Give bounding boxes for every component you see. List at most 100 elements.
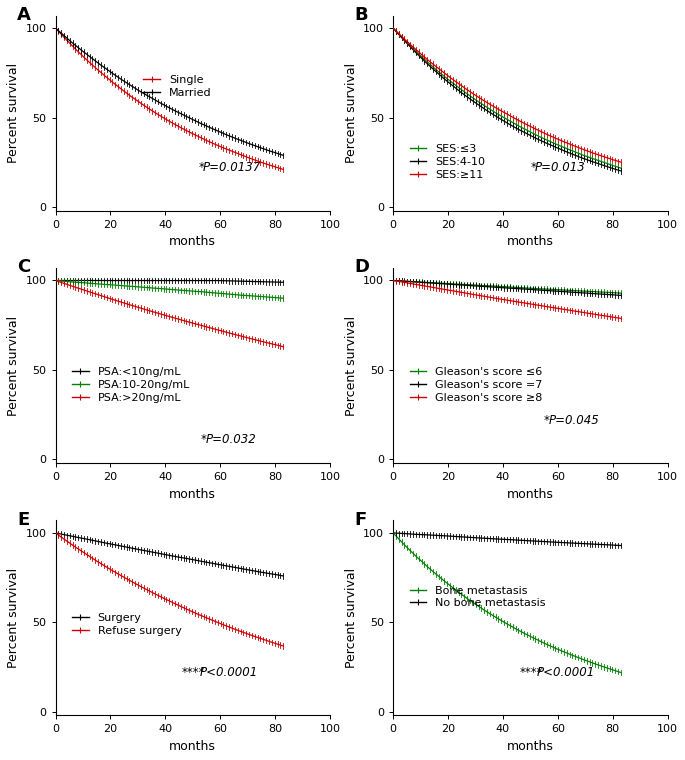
- Legend: Surgery, Refuse surgery: Surgery, Refuse surgery: [72, 613, 182, 636]
- Gleason's score ≥8: [432, 283, 440, 293]
- Married: [51, 24, 60, 33]
- Gleason's score =7: [597, 290, 606, 299]
- Single: [65, 38, 73, 47]
- Refuse surgery: [279, 641, 288, 651]
- Text: P=0.045: P=0.045: [549, 413, 599, 426]
- SES:≥11: [597, 151, 606, 160]
- SES:4-10: [432, 67, 440, 76]
- SES:≥11: [450, 76, 458, 85]
- SES:≤3: [450, 80, 458, 89]
- SES:4-10: [389, 24, 397, 33]
- X-axis label: months: months: [169, 740, 216, 753]
- Legend: Gleason's score ≤6, Gleason's score =7, Gleason's score ≥8: Gleason's score ≤6, Gleason's score =7, …: [410, 367, 543, 403]
- Y-axis label: Percent survival: Percent survival: [7, 63, 20, 163]
- Bone metastasis: [389, 528, 397, 537]
- Line: Surgery: Surgery: [55, 533, 284, 576]
- X-axis label: months: months: [507, 236, 553, 249]
- PSA:>20ng/mL: [65, 280, 73, 290]
- SES:≥11: [389, 24, 397, 33]
- Text: E: E: [17, 511, 29, 529]
- SES:≥11: [616, 157, 625, 166]
- Surgery: [112, 540, 121, 549]
- Gleason's score ≥8: [403, 278, 411, 287]
- Text: F: F: [355, 511, 367, 529]
- PSA:>20ng/mL: [94, 290, 102, 299]
- Gleason's score ≥8: [597, 311, 606, 320]
- Line: PSA:<10ng/mL: PSA:<10ng/mL: [55, 280, 284, 282]
- Gleason's score =7: [450, 280, 458, 290]
- Line: Single: Single: [55, 28, 284, 169]
- SES:≥11: [398, 33, 406, 42]
- Refuse surgery: [112, 568, 121, 578]
- Single: [260, 159, 268, 168]
- Line: No bone metastasis: No bone metastasis: [393, 533, 621, 546]
- Text: C: C: [17, 258, 30, 276]
- Text: *: *: [201, 433, 207, 446]
- SES:4-10: [597, 160, 606, 169]
- X-axis label: months: months: [169, 488, 216, 501]
- Text: P=0.013: P=0.013: [535, 161, 586, 174]
- Line: Married: Married: [55, 28, 284, 155]
- Y-axis label: Percent survival: Percent survival: [345, 568, 358, 668]
- PSA:10-20ng/mL: [268, 293, 276, 302]
- X-axis label: months: months: [507, 740, 553, 753]
- Line: SES:≥11: SES:≥11: [393, 28, 621, 162]
- Bone metastasis: [403, 543, 411, 552]
- Gleason's score =7: [389, 276, 397, 285]
- PSA:10-20ng/mL: [112, 280, 121, 290]
- No bone metastasis: [616, 541, 625, 550]
- PSA:<10ng/mL: [51, 276, 60, 285]
- Refuse surgery: [260, 635, 268, 644]
- Line: Gleason's score ≥8: Gleason's score ≥8: [393, 280, 621, 318]
- PSA:<10ng/mL: [260, 277, 268, 287]
- Married: [60, 32, 68, 41]
- PSA:>20ng/mL: [60, 279, 68, 288]
- Surgery: [51, 528, 60, 537]
- Line: Bone metastasis: Bone metastasis: [393, 533, 621, 673]
- No bone metastasis: [597, 540, 606, 549]
- Surgery: [65, 531, 73, 540]
- Text: ****: ****: [182, 666, 206, 679]
- Surgery: [279, 572, 288, 581]
- SES:≤3: [606, 160, 614, 169]
- PSA:<10ng/mL: [268, 277, 276, 287]
- Line: Refuse surgery: Refuse surgery: [55, 533, 284, 646]
- Line: PSA:10-20ng/mL: PSA:10-20ng/mL: [55, 280, 284, 298]
- PSA:10-20ng/mL: [260, 292, 268, 301]
- PSA:>20ng/mL: [279, 342, 288, 351]
- Legend: Single, Married: Single, Married: [143, 74, 212, 98]
- No bone metastasis: [389, 528, 397, 537]
- Single: [279, 165, 288, 174]
- PSA:10-20ng/mL: [65, 277, 73, 287]
- Single: [94, 65, 102, 74]
- PSA:10-20ng/mL: [279, 293, 288, 302]
- Single: [112, 81, 121, 90]
- Text: P<0.0001: P<0.0001: [537, 666, 595, 679]
- Surgery: [260, 568, 268, 577]
- PSA:>20ng/mL: [51, 276, 60, 285]
- Married: [268, 147, 276, 157]
- Text: D: D: [355, 258, 370, 276]
- Gleason's score ≥8: [606, 312, 614, 321]
- PSA:<10ng/mL: [112, 276, 121, 285]
- PSA:<10ng/mL: [65, 276, 73, 285]
- Gleason's score =7: [432, 279, 440, 288]
- Married: [94, 59, 102, 68]
- SES:4-10: [450, 82, 458, 91]
- PSA:10-20ng/mL: [60, 277, 68, 286]
- SES:≤3: [389, 24, 397, 33]
- SES:≤3: [616, 163, 625, 173]
- Legend: Bone metastasis, No bone metastasis: Bone metastasis, No bone metastasis: [410, 585, 546, 609]
- Gleason's score =7: [616, 291, 625, 300]
- Legend: SES:≤3, SES:4-10, SES:≥11: SES:≤3, SES:4-10, SES:≥11: [410, 144, 485, 179]
- Text: P<0.0001: P<0.0001: [199, 666, 258, 679]
- No bone metastasis: [606, 540, 614, 549]
- Surgery: [60, 530, 68, 540]
- Gleason's score ≤6: [597, 287, 606, 296]
- Refuse surgery: [268, 638, 276, 647]
- SES:≥11: [606, 154, 614, 163]
- Gleason's score ≥8: [450, 287, 458, 296]
- Text: B: B: [355, 6, 369, 24]
- No bone metastasis: [432, 530, 440, 540]
- Line: PSA:>20ng/mL: PSA:>20ng/mL: [55, 280, 284, 347]
